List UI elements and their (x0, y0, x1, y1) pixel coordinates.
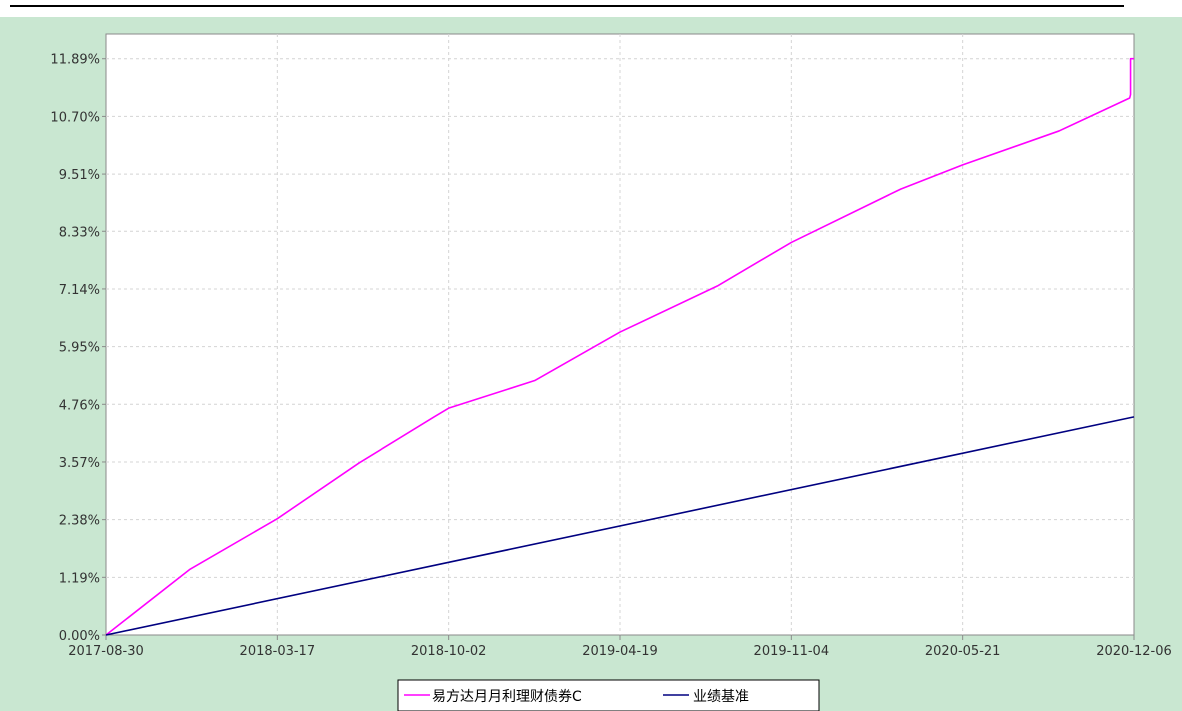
y-tick-label: 2.38% (59, 514, 100, 529)
series-lines (105, 57, 1135, 636)
y-tick-label: 4.76% (59, 398, 100, 413)
grid (106, 34, 1134, 635)
series-line-2 (105, 416, 1135, 636)
y-tick-label: 8.33% (59, 225, 100, 240)
y-axis: 0.00% 1.19% 2.38% 3.57% 4.76% 5.95% 7.14% 8.33%… (50, 53, 106, 644)
legend-label-series-2: 业绩基准 (693, 688, 749, 705)
y-tick-label: 1.19% (59, 571, 100, 586)
x-tick-label: 2018-10-02 (411, 644, 487, 659)
x-axis: 2017-08-30 2018-03-17 2018-10-02 2019-04-19… (68, 635, 1172, 659)
top-rule (10, 5, 1124, 7)
y-tick-label: 10.70% (50, 110, 100, 125)
x-tick-label: 2017-08-30 (68, 644, 144, 659)
x-tick-label: 2020-12-06 (1096, 644, 1172, 659)
y-tick-label: 5.95% (59, 341, 100, 356)
x-tick-label: 2019-11-04 (754, 644, 830, 659)
y-tick-label: 3.57% (59, 456, 100, 471)
y-tick-label: 0.00% (59, 629, 100, 644)
legend: 易方达月月利理财债券C 业绩基准 (397, 679, 820, 711)
y-tick-label: 9.51% (59, 168, 100, 183)
legend-label-series-1: 易方达月月利理财债券C (432, 689, 582, 705)
x-tick-label: 2019-04-19 (582, 644, 658, 659)
y-tick-label: 7.14% (59, 283, 100, 298)
legend-box (397, 679, 820, 711)
y-tick-label: 11.89% (50, 53, 100, 68)
series-line-1 (105, 57, 1134, 636)
x-tick-label: 2020-05-21 (925, 644, 1001, 659)
x-tick-label: 2018-03-17 (240, 644, 316, 659)
